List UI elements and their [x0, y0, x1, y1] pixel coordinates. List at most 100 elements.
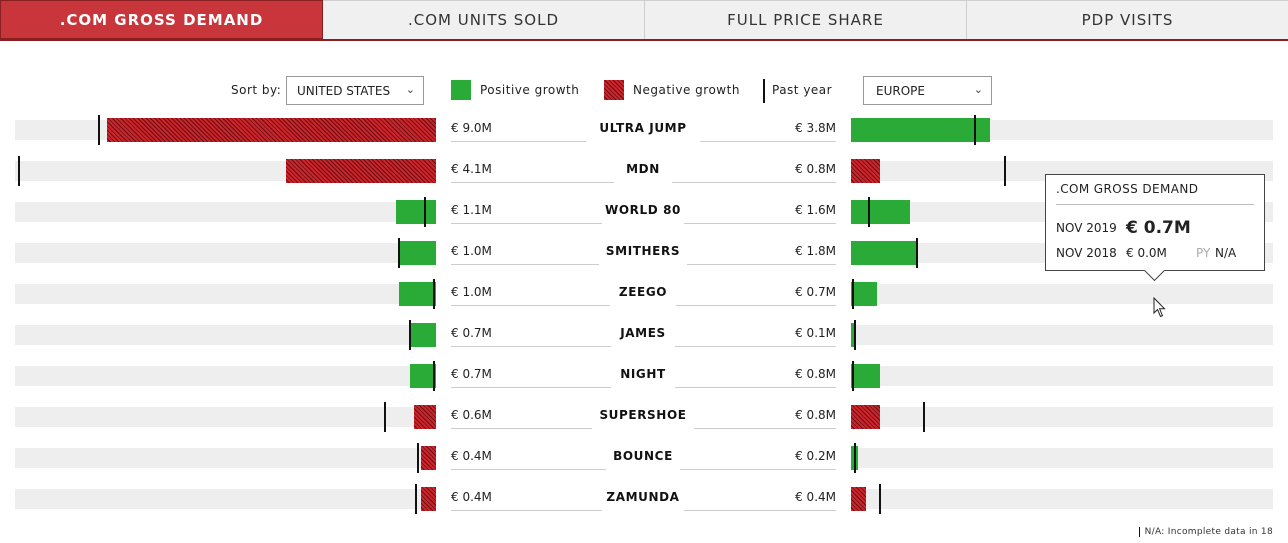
right-track [851, 407, 1273, 427]
right-past-year-marker [879, 484, 882, 514]
right-underline [680, 469, 836, 470]
right-value-label: € 3.8M [795, 121, 836, 135]
brand-row[interactable]: € 0.7M NIGHT € 0.8M [0, 361, 1288, 391]
right-underline [672, 182, 836, 183]
right-past-year-marker [915, 238, 918, 268]
left-bar[interactable] [399, 282, 436, 306]
value-tooltip: .COM GROSS DEMAND NOV 2019 € 0.7M NOV 20… [1045, 174, 1265, 271]
left-value-label: € 0.7M [451, 367, 492, 381]
past-year-label: Past year [772, 83, 833, 97]
right-bar[interactable] [851, 200, 910, 224]
left-value-label: € 0.7M [451, 326, 492, 340]
left-track [15, 284, 436, 304]
region-select-left[interactable]: UNITED STATES ⌄ [286, 76, 424, 105]
right-track [851, 284, 1273, 304]
left-past-year-marker [416, 443, 419, 473]
tab-full-price-share[interactable]: FULL PRICE SHARE [645, 0, 967, 39]
brand-row[interactable]: € 0.4M BOUNCE € 0.2M [0, 443, 1288, 473]
left-underline [451, 223, 602, 224]
right-bar[interactable] [851, 323, 855, 347]
left-bar[interactable] [414, 405, 436, 429]
chevron-down-icon: ⌄ [973, 83, 983, 96]
right-past-year-marker [1003, 156, 1006, 186]
left-past-year-marker [433, 361, 436, 391]
brand-label: ZEEGO [594, 285, 692, 299]
right-value-label: € 0.8M [795, 367, 836, 381]
right-value-label: € 0.8M [795, 408, 836, 422]
mouse-pointer-icon [1153, 297, 1166, 318]
tab-pdp-visits[interactable]: PDP VISITS [967, 0, 1288, 39]
region-select-right[interactable]: EUROPE ⌄ [863, 76, 992, 105]
right-underline [675, 387, 836, 388]
left-past-year-marker [383, 402, 386, 432]
right-bar[interactable] [851, 282, 877, 306]
left-value-label: € 1.1M [451, 203, 492, 217]
brand-label: JAMES [594, 326, 692, 340]
negative-growth-label: Negative growth [633, 83, 740, 97]
right-past-year-marker [851, 279, 854, 309]
brand-row[interactable]: € 4.1M MDN € 0.8M [0, 156, 1288, 186]
right-bar[interactable] [851, 241, 917, 265]
brand-row[interactable]: € 0.7M JAMES € 0.1M [0, 320, 1288, 350]
right-past-year-marker [851, 361, 854, 391]
left-past-year-marker [424, 197, 427, 227]
left-underline [451, 469, 606, 470]
left-track [15, 366, 436, 386]
negative-growth-swatch [604, 80, 624, 100]
brand-row[interactable]: € 1.0M ZEEGO € 0.7M [0, 279, 1288, 309]
brand-row[interactable]: € 0.6M SUPERSHOE € 0.8M [0, 402, 1288, 432]
right-bar[interactable] [851, 405, 881, 429]
right-bar[interactable] [851, 364, 881, 388]
right-underline [675, 346, 836, 347]
right-underline [676, 305, 836, 306]
left-underline [451, 387, 611, 388]
right-underline [684, 510, 836, 511]
right-bar[interactable] [851, 159, 881, 183]
left-bar[interactable] [285, 159, 436, 183]
brand-row[interactable]: € 0.4M ZAMUNDA € 0.4M [0, 484, 1288, 514]
left-bar[interactable] [410, 364, 436, 388]
right-bar[interactable] [851, 118, 991, 142]
left-bar[interactable] [421, 446, 436, 470]
tab-gross-demand[interactable]: .COM GROSS DEMAND [0, 0, 323, 39]
tooltip-current-label: NOV 2019 [1056, 221, 1117, 235]
left-past-year-marker [17, 156, 20, 186]
left-past-year-marker [398, 238, 401, 268]
tooltip-divider [1056, 204, 1254, 205]
left-track [15, 448, 436, 468]
brand-label: ULTRA JUMP [594, 121, 692, 135]
left-value-label: € 4.1M [451, 162, 492, 176]
left-past-year-marker [409, 320, 412, 350]
left-underline [451, 510, 602, 511]
left-bar[interactable] [399, 241, 436, 265]
positive-growth-swatch [451, 80, 471, 100]
left-bar[interactable] [410, 323, 436, 347]
right-track [851, 325, 1273, 345]
right-bar[interactable] [851, 487, 866, 511]
right-track [851, 448, 1273, 468]
region-select-left-value: UNITED STATES [297, 83, 391, 98]
left-track [15, 202, 436, 222]
right-underline [694, 428, 836, 429]
left-bar[interactable] [421, 487, 436, 511]
brand-label: NIGHT [594, 367, 692, 381]
right-underline [700, 141, 836, 142]
tab-units-sold[interactable]: .COM UNITS SOLD [323, 0, 645, 39]
brand-row[interactable]: € 9.0M ULTRA JUMP € 3.8M [0, 115, 1288, 145]
left-past-year-marker [414, 484, 417, 514]
tooltip-py-label: PY [1196, 246, 1211, 260]
right-value-label: € 1.8M [795, 244, 836, 258]
left-value-label: € 0.4M [451, 449, 492, 463]
right-past-year-marker [853, 320, 856, 350]
right-value-label: € 0.2M [795, 449, 836, 463]
left-underline [451, 346, 611, 347]
left-value-label: € 9.0M [451, 121, 492, 135]
left-underline [451, 305, 610, 306]
right-value-label: € 0.8M [795, 162, 836, 176]
right-underline [684, 223, 836, 224]
left-past-year-marker [433, 279, 436, 309]
left-bar[interactable] [106, 118, 436, 142]
left-bar[interactable] [395, 200, 436, 224]
left-value-label: € 0.6M [451, 408, 492, 422]
left-underline [451, 264, 599, 265]
